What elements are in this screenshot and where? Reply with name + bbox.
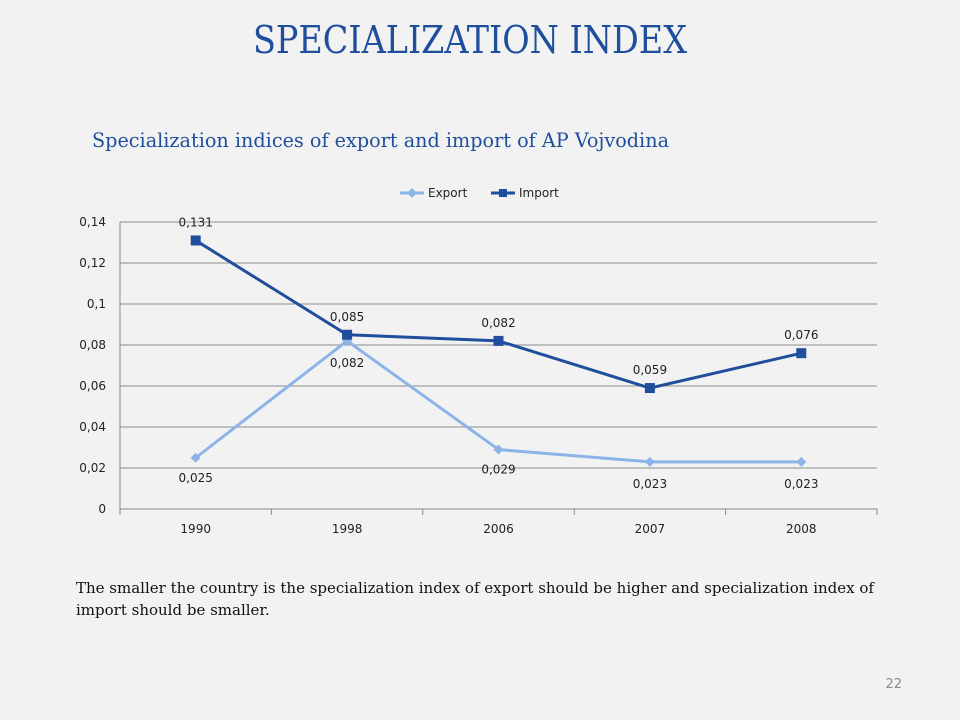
line-chart: 0 0,02 0,04 0,06 0,08 0,1 0,12 0,14 1990 1998 2006… bbox=[79, 186, 878, 536]
legend-marker bbox=[499, 189, 507, 197]
x-tick-label: 1998 bbox=[332, 522, 363, 536]
import-point bbox=[493, 335, 504, 346]
data-label: 0,059 bbox=[633, 363, 667, 377]
data-label: 0,131 bbox=[179, 215, 213, 229]
page-number: 22 bbox=[885, 677, 902, 692]
export-point bbox=[796, 456, 807, 467]
y-tick-label: 0,04 bbox=[79, 420, 106, 434]
import-point bbox=[796, 348, 807, 359]
import-point bbox=[644, 383, 655, 394]
y-tick-label: 0,02 bbox=[79, 461, 106, 475]
x-tick-label: 2007 bbox=[635, 522, 666, 536]
data-label: 0,025 bbox=[179, 471, 213, 485]
series-line-export bbox=[194, 339, 802, 464]
data-label: 0,085 bbox=[330, 310, 364, 324]
data-label: 0,029 bbox=[481, 463, 515, 477]
y-tick-label: 0 bbox=[98, 502, 106, 516]
export-point bbox=[190, 452, 201, 463]
y-tick-label: 0,12 bbox=[79, 256, 106, 270]
x-tick-label: 1990 bbox=[180, 522, 211, 536]
y-tick-label: 0,1 bbox=[87, 297, 106, 311]
legend-label: Export bbox=[428, 186, 468, 200]
x-tick-label: 2006 bbox=[483, 522, 514, 536]
slide-title: SPECIALIZATION INDEX bbox=[252, 18, 688, 62]
data-label: 0,082 bbox=[481, 316, 515, 330]
y-tick-label: 0,08 bbox=[79, 338, 106, 352]
chart-title: Specialization indices of export and imp… bbox=[92, 128, 670, 152]
data-label: 0,023 bbox=[633, 477, 667, 491]
import-point bbox=[342, 329, 353, 340]
export-point bbox=[493, 444, 504, 455]
x-tick-label: 2008 bbox=[786, 522, 817, 536]
data-label: 0,023 bbox=[784, 477, 818, 491]
y-tick-label: 0,06 bbox=[79, 379, 106, 393]
import-point bbox=[190, 235, 201, 246]
data-label: 0,082 bbox=[330, 356, 364, 370]
y-tick-label: 0,14 bbox=[79, 215, 106, 229]
export-point bbox=[644, 456, 655, 467]
data-label: 0,076 bbox=[784, 328, 818, 342]
legend-marker bbox=[407, 188, 417, 198]
legend-label: Import bbox=[519, 186, 559, 200]
explanatory-note: The smaller the country is the specializ… bbox=[76, 579, 874, 619]
